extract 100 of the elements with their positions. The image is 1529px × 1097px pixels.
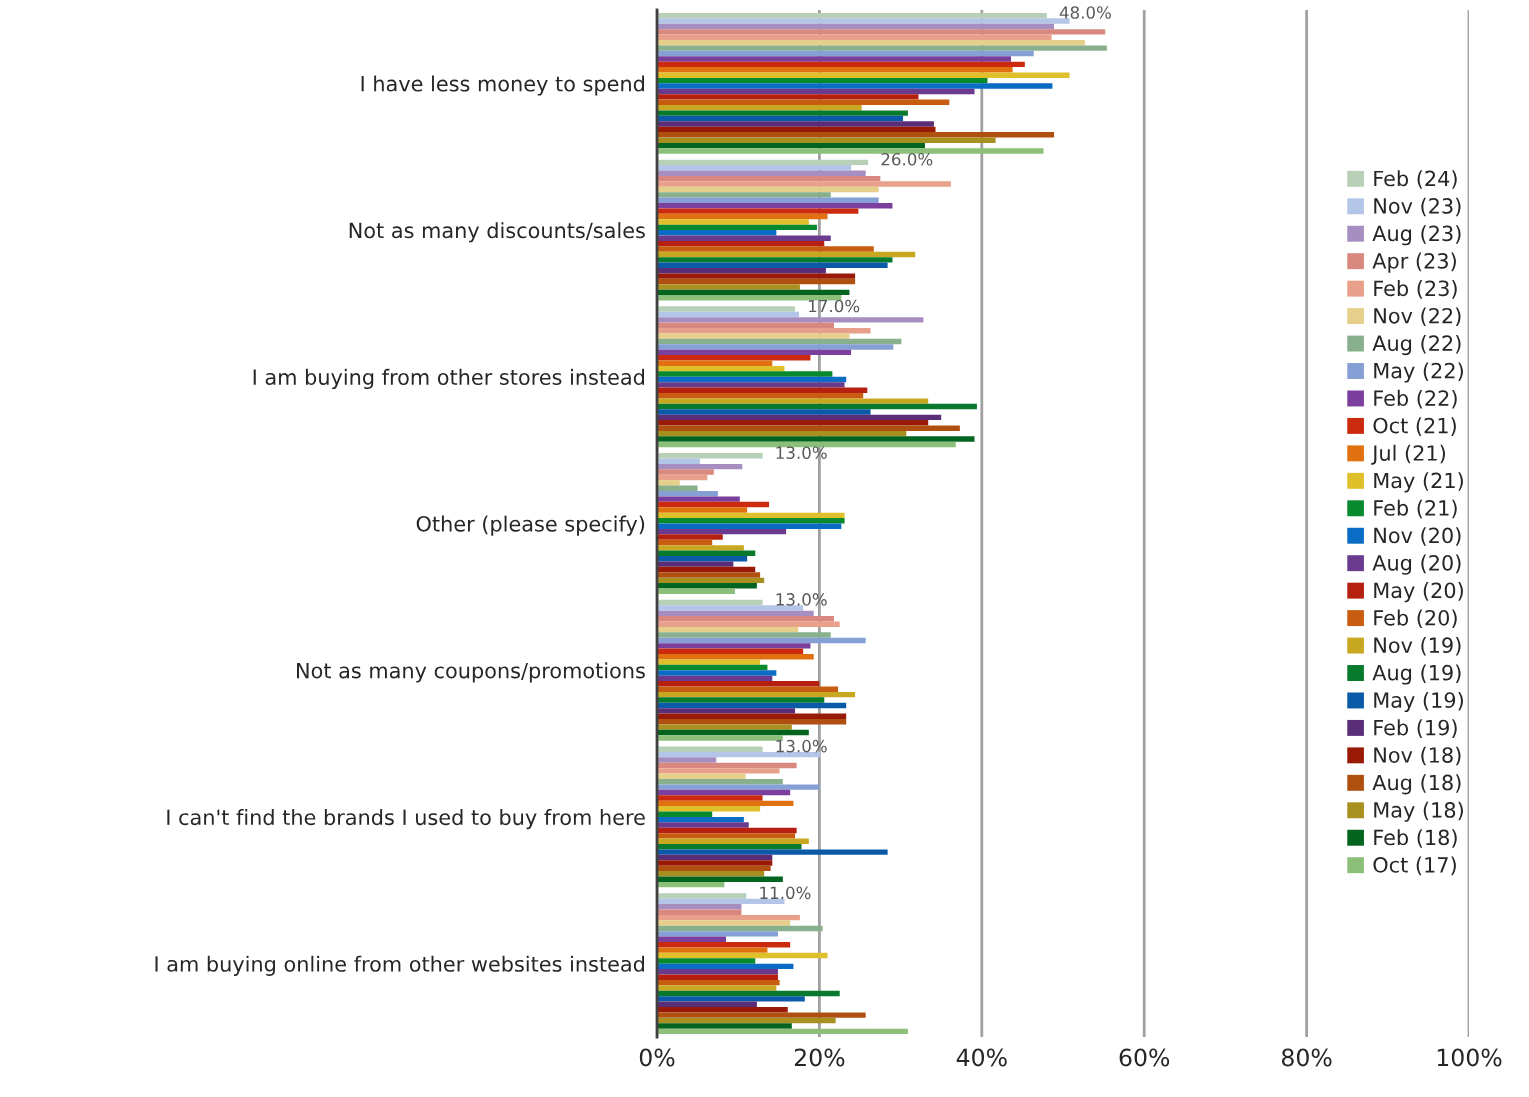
bar <box>657 691 856 698</box>
bar <box>657 371 833 377</box>
bar <box>657 779 783 785</box>
bar <box>657 115 904 122</box>
y-tick-label: Other (please specify) <box>416 515 645 536</box>
bar <box>657 360 773 366</box>
bar <box>657 34 1052 41</box>
bar <box>657 278 856 285</box>
bar <box>657 393 864 399</box>
bar <box>657 235 831 241</box>
legend-label: Oct (17) <box>1373 856 1456 876</box>
bar <box>657 355 811 361</box>
bar <box>657 985 777 991</box>
bar <box>657 697 825 703</box>
bar <box>657 806 761 812</box>
legend-label: Oct (21) <box>1373 417 1456 436</box>
bar <box>657 317 924 323</box>
bar <box>657 197 879 203</box>
bar <box>657 246 874 252</box>
bar <box>657 909 742 915</box>
bar <box>657 458 701 464</box>
bar <box>657 577 765 584</box>
bar <box>657 420 929 426</box>
bar <box>657 121 934 127</box>
bar <box>657 621 840 627</box>
bar <box>657 1006 788 1013</box>
bar <box>657 257 893 263</box>
bar <box>657 969 778 975</box>
bar <box>657 262 888 268</box>
legend-label: May (19) <box>1374 691 1463 713</box>
bar <box>657 556 748 562</box>
bar <box>657 860 773 866</box>
bar <box>657 718 847 725</box>
bar <box>657 387 868 394</box>
bar <box>657 898 785 905</box>
legend-label: Aug (19) <box>1372 664 1461 685</box>
bar <box>657 453 763 459</box>
bar <box>657 45 1107 51</box>
bar <box>657 827 797 834</box>
bar <box>657 572 761 578</box>
bar <box>657 974 778 980</box>
bar <box>657 904 742 910</box>
bar <box>657 436 975 442</box>
y-tick-label: I can't find the brands I used to buy from here <box>167 809 645 830</box>
bar <box>657 990 840 997</box>
bar <box>657 876 783 882</box>
legend-label: May (22) <box>1374 362 1463 383</box>
bar <box>657 137 996 143</box>
bar <box>657 349 852 356</box>
bar <box>657 23 1055 30</box>
bar <box>657 626 799 633</box>
bar <box>657 425 960 431</box>
bar <box>657 72 1070 78</box>
legend-label: Feb (21) <box>1374 499 1457 519</box>
bar <box>657 838 809 845</box>
legend-label: Nov (23) <box>1374 197 1461 217</box>
bar <box>657 800 794 807</box>
legend-label: Nov (22) <box>1374 307 1461 327</box>
bar <box>657 648 804 654</box>
bar <box>657 148 1044 154</box>
bar <box>657 893 747 899</box>
bar <box>657 105 862 111</box>
bar <box>657 382 845 388</box>
bar <box>657 545 744 551</box>
bar <box>657 675 773 682</box>
bar <box>657 523 842 529</box>
bar <box>657 202 893 209</box>
bar <box>657 29 1106 35</box>
bar <box>657 56 1012 62</box>
bar <box>657 865 771 872</box>
legend-label: Aug (18) <box>1372 774 1461 795</box>
bar <box>657 784 820 790</box>
bar <box>657 653 814 660</box>
x-tick-label: 20% <box>794 1048 845 1067</box>
bar <box>657 414 942 421</box>
x-tick-label: 100% <box>1437 1048 1502 1067</box>
bar <box>657 735 783 741</box>
bar <box>657 762 797 769</box>
bar <box>657 686 839 692</box>
legend-label: Feb (23) <box>1374 280 1457 299</box>
bar <box>657 539 713 546</box>
legend-label: May (21) <box>1374 472 1463 493</box>
bar <box>657 208 859 214</box>
bar <box>657 110 908 116</box>
bar <box>657 170 866 176</box>
bar <box>657 881 725 888</box>
legend-label: Feb (18) <box>1374 829 1457 848</box>
bar <box>657 996 805 1002</box>
bar <box>657 757 717 763</box>
x-tick-label: 0% <box>639 1048 675 1067</box>
bar <box>657 518 845 524</box>
bar <box>657 507 748 513</box>
bar <box>657 181 951 187</box>
legend-label: Nov (19) <box>1374 636 1461 656</box>
bar <box>657 713 847 719</box>
bar <box>657 230 777 236</box>
bar <box>657 192 831 198</box>
bar <box>657 132 1055 138</box>
bar <box>657 746 763 752</box>
bar <box>657 1001 757 1007</box>
